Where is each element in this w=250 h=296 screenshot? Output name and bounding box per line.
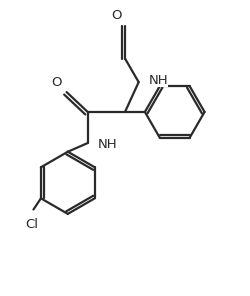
- Text: O: O: [111, 9, 122, 22]
- Text: O: O: [52, 76, 62, 89]
- Text: Cl: Cl: [26, 218, 39, 231]
- Text: NH: NH: [98, 138, 118, 151]
- Text: NH: NH: [148, 74, 168, 87]
